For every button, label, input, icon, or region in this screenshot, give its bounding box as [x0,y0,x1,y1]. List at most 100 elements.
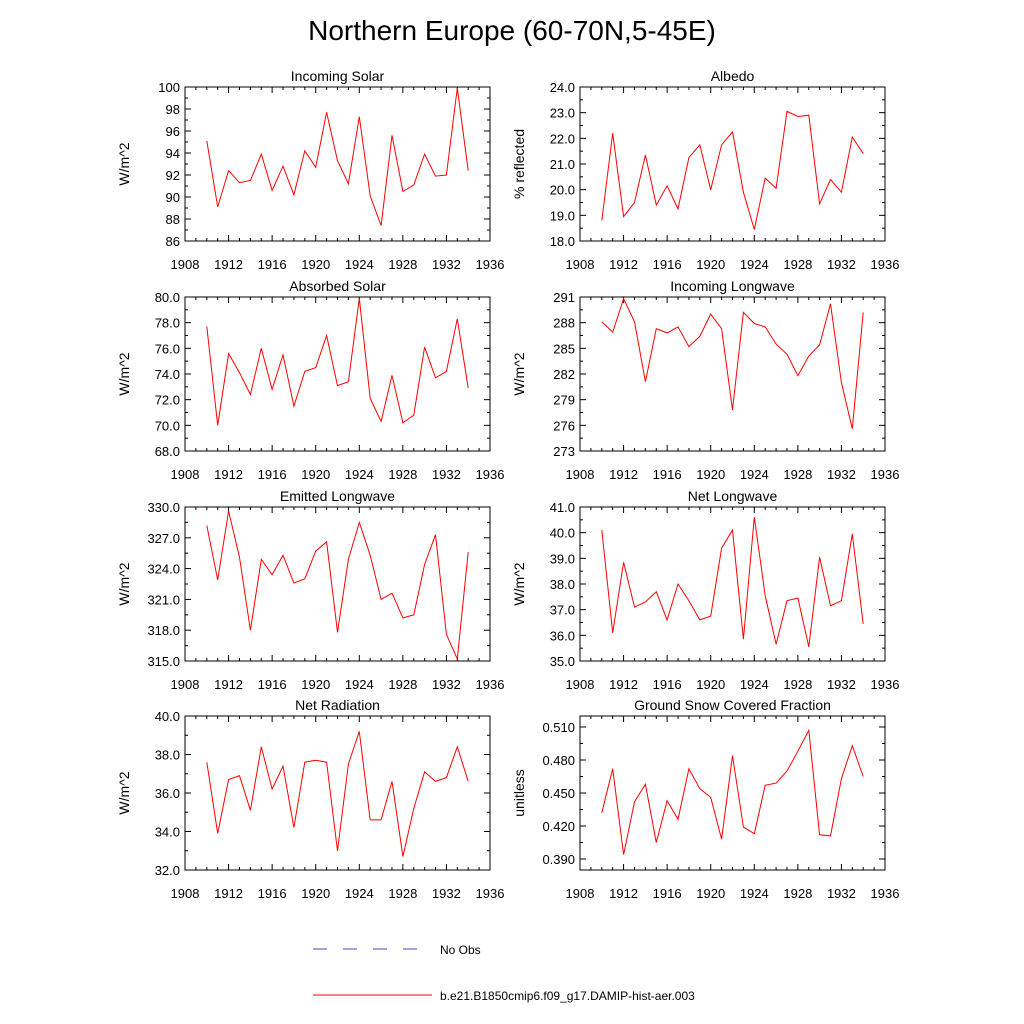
panel-incoming-longwave-ytick-label: 276 [553,418,575,433]
panel-ground-snow-covered-fraction-xtick-label: 1928 [783,886,812,901]
panel-ground-snow-covered-fraction-ylabel: unitless [511,769,527,816]
panel-incoming-solar-xtick-label: 1916 [258,257,287,272]
panel-absorbed-solar-ytick-label: 72.0 [155,393,180,408]
panel-albedo-xtick-label: 1916 [653,257,682,272]
panel-ground-snow-covered-fraction-xtick-label: 1916 [653,886,682,901]
panel-albedo-ytick-label: 18.0 [550,234,575,249]
panel-incoming-longwave-xtick-label: 1924 [740,467,769,482]
panel-net-longwave-ytick-label: 40.0 [550,526,575,541]
panel-emitted-longwave-ylabel: W/m^2 [116,562,132,605]
panel-absorbed-solar-series-line [206,298,469,426]
panel-emitted-longwave-xtick-label: 1936 [476,677,505,692]
panel-incoming-longwave-xtick-label: 1932 [827,467,856,482]
panel-net-radiation-xtick-label: 1924 [345,886,374,901]
panel-ground-snow-covered-fraction-xtick-label: 1936 [871,886,900,901]
panel-albedo-xtick-label: 1912 [609,257,638,272]
panel-absorbed-solar-xtick-label: 1924 [345,467,374,482]
panel-incoming-longwave-frame [579,296,886,452]
panel-incoming-solar-ytick-label: 88 [166,212,180,227]
panel-albedo-xtick-label: 1908 [566,257,595,272]
panel-emitted-longwave-xtick-label: 1912 [214,677,243,692]
panel-absorbed-solar-xtick-label: 1920 [301,467,330,482]
panel-albedo-xtick-label: 1928 [783,257,812,272]
panel-incoming-solar-xtick-label: 1928 [388,257,417,272]
panel-ground-snow-covered-fraction-ytick-label: 0.510 [542,720,575,735]
panel-incoming-longwave-ytick-label: 291 [553,290,575,305]
panel-incoming-solar-ytick-label: 94 [166,146,180,161]
panel-albedo-xtick-label: 1920 [696,257,725,272]
panel-absorbed-solar-ytick-label: 74.0 [155,367,180,382]
panel-absorbed-solar-ytick-label: 68.0 [155,444,180,459]
chart-panels: Incoming Solar W/m^2 1908 1912 1916 1920 1924 1… [116,68,899,901]
panel-albedo: Albedo % reflected 1908 1912 1916 1920 1924 192… [511,68,899,272]
panel-incoming-solar-xtick-label: 1920 [301,257,330,272]
panel-emitted-longwave-ytick-label: 324.0 [147,562,180,577]
panel-net-longwave-xtick-label: 1928 [783,677,812,692]
panel-incoming-longwave-xtick-label: 1908 [566,467,595,482]
panel-incoming-solar-xtick-label: 1912 [214,257,243,272]
panel-emitted-longwave-ytick-label: 318.0 [147,623,180,638]
panel-incoming-longwave: Incoming Longwave W/m^2 1908 1912 1916 1920 19… [511,278,899,482]
panel-ground-snow-covered-fraction-series-line [601,728,864,855]
panel-net-longwave-xtick-label: 1924 [740,677,769,692]
panel-ground-snow-covered-fraction-title: Ground Snow Covered Fraction [634,697,831,713]
panel-incoming-solar-xtick-label: 1936 [476,257,505,272]
panel-ground-snow-covered-fraction-frame [579,715,886,871]
panel-incoming-solar-title: Incoming Solar [291,68,385,84]
panel-absorbed-solar-ylabel: W/m^2 [116,352,132,395]
panel-incoming-longwave-xtick-label: 1936 [871,467,900,482]
panel-net-longwave-ytick-label: 36.0 [550,628,575,643]
panel-net-radiation-xtick-label: 1932 [432,886,461,901]
panel-ground-snow-covered-fraction: Ground Snow Covered Fraction unitless 1908… [511,697,899,901]
panel-ground-snow-covered-fraction-ytick-label: 0.480 [542,753,575,768]
panel-incoming-longwave-xtick-label: 1920 [696,467,725,482]
panel-incoming-solar-ytick-label: 86 [166,234,180,249]
panel-ground-snow-covered-fraction-ytick-label: 0.390 [542,852,575,867]
panel-incoming-longwave-series-line [601,297,864,429]
panel-net-longwave-xtick-label: 1908 [566,677,595,692]
panel-absorbed-solar-xtick-label: 1932 [432,467,461,482]
panel-absorbed-solar-ytick-label: 78.0 [155,316,180,331]
legend: No Obs b.e21.B1850cmip6.f09_g17.DAMIP-hi… [313,943,695,1003]
panel-emitted-longwave-ytick-label: 327.0 [147,531,180,546]
panel-incoming-longwave-xtick-label: 1912 [609,467,638,482]
panel-incoming-longwave-title: Incoming Longwave [670,278,795,294]
panel-absorbed-solar-xtick-label: 1908 [171,467,200,482]
panel-net-longwave-ytick-label: 35.0 [550,654,575,669]
panel-absorbed-solar-xtick-label: 1912 [214,467,243,482]
panel-incoming-solar-series-line [206,88,469,226]
panel-incoming-solar-frame [184,86,491,242]
panel-net-longwave-series-line [601,517,864,648]
panel-absorbed-solar-title: Absorbed Solar [289,278,386,294]
panel-net-longwave-ytick-label: 41.0 [550,500,575,515]
panel-albedo-xtick-label: 1936 [871,257,900,272]
panel-incoming-longwave-ytick-label: 288 [553,316,575,331]
panel-net-radiation-xtick-label: 1936 [476,886,505,901]
legend-entry-no-obs: No Obs [313,943,481,957]
panel-net-radiation-ytick-label: 38.0 [155,748,180,763]
panel-incoming-solar-ytick-label: 100 [158,80,180,95]
panel-ground-snow-covered-fraction-xtick-label: 1920 [696,886,725,901]
panel-net-longwave-ytick-label: 37.0 [550,603,575,618]
panel-incoming-longwave-xtick-label: 1916 [653,467,682,482]
panel-ground-snow-covered-fraction-xtick-label: 1908 [566,886,595,901]
panel-net-radiation-ytick-label: 34.0 [155,825,180,840]
panel-incoming-solar-xtick-label: 1908 [171,257,200,272]
panel-emitted-longwave-series-line [206,510,469,661]
panel-ground-snow-covered-fraction-ytick-label: 0.450 [542,786,575,801]
panel-net-radiation-ytick-label: 32.0 [155,863,180,878]
panel-absorbed-solar-ytick-label: 80.0 [155,290,180,305]
panel-absorbed-solar: Absorbed Solar W/m^2 1908 1912 1916 1920 1924 1… [116,278,504,482]
figure-title: Northern Europe (60-70N,5-45E) [308,15,716,46]
panel-net-longwave-xtick-label: 1916 [653,677,682,692]
panel-albedo-xtick-label: 1924 [740,257,769,272]
panel-albedo-ytick-label: 19.0 [550,208,575,223]
panel-albedo-ytick-label: 22.0 [550,131,575,146]
panel-ground-snow-covered-fraction-xtick-label: 1912 [609,886,638,901]
panel-net-radiation-ytick-label: 36.0 [155,786,180,801]
panel-emitted-longwave-title: Emitted Longwave [280,488,395,504]
panel-incoming-solar-ytick-label: 96 [166,124,180,139]
panel-net-radiation-xtick-label: 1920 [301,886,330,901]
panel-incoming-longwave-xtick-label: 1928 [783,467,812,482]
